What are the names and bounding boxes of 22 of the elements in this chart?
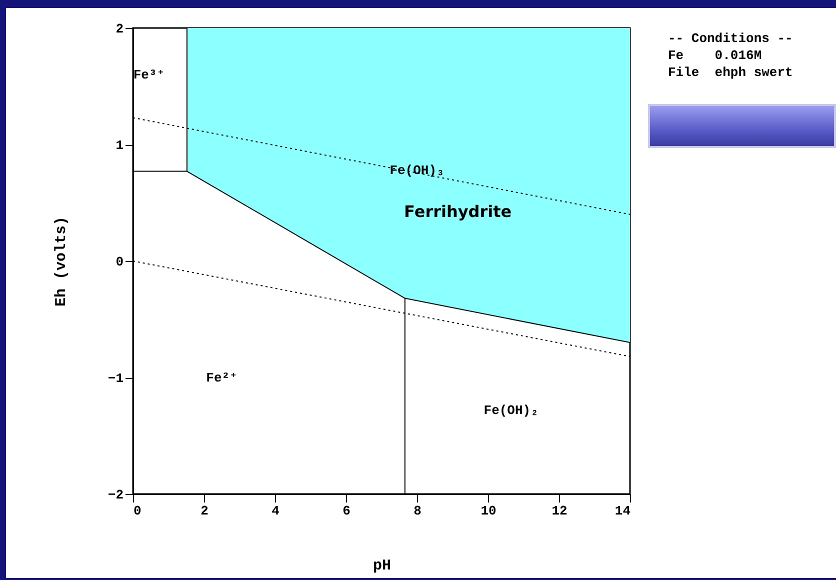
y-tick-label: −1 bbox=[108, 371, 124, 386]
y-tick-label: −2 bbox=[108, 488, 124, 502]
x-tick-label: 12 bbox=[552, 504, 568, 518]
y-tick-label: 1 bbox=[116, 138, 124, 153]
x-tick-label: 0 bbox=[134, 504, 142, 518]
annotation: Fe²⁺ bbox=[206, 370, 238, 386]
x-tick-label: 2 bbox=[200, 504, 209, 518]
x-tick-label: 4 bbox=[272, 504, 280, 518]
y-tick-label: 0 bbox=[116, 254, 124, 270]
x-axis-title: pH bbox=[372, 558, 392, 574]
annotation: Fe³⁺ bbox=[133, 68, 165, 83]
annotation: Ferrihydrite bbox=[404, 202, 512, 222]
text: File ehph swert bbox=[668, 65, 793, 80]
annotation: Fe(OH)₂ bbox=[484, 403, 538, 418]
x-tick-label: 14 bbox=[614, 504, 631, 518]
y-axis-title: Eh (volts) bbox=[52, 216, 70, 307]
y-tick-label: 2 bbox=[116, 22, 124, 36]
x-tick-label: 8 bbox=[414, 504, 422, 518]
x-tick-label: 6 bbox=[342, 504, 351, 518]
x-tick-label: 10 bbox=[480, 504, 496, 518]
text: -- Conditions -- bbox=[668, 31, 793, 46]
text: Fe 0.016M bbox=[668, 48, 762, 63]
